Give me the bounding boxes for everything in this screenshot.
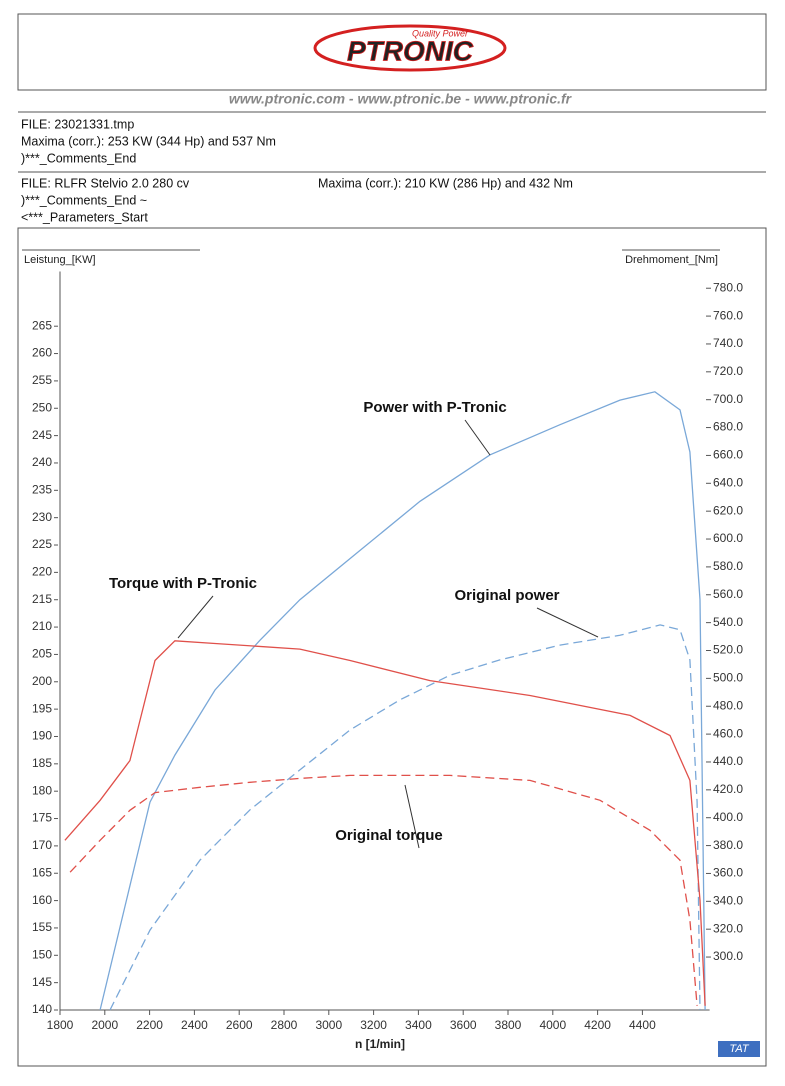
y-tick-label: 185 <box>32 756 52 770</box>
x-tick-label: 3400 <box>405 1018 432 1032</box>
y2-tick-label: 520.0 <box>713 643 743 657</box>
annotation: Power with P-Tronic <box>363 399 506 416</box>
y2-tick-label: 460.0 <box>713 726 743 740</box>
y2-tick-label: 680.0 <box>713 420 743 434</box>
x-tick-label: 4400 <box>629 1018 656 1032</box>
y2-tick-label: 500.0 <box>713 671 743 685</box>
file-line: Maxima (corr.): 253 KW (344 Hp) and 537 … <box>21 134 276 148</box>
y2-tick-label: 660.0 <box>713 448 743 462</box>
y-tick-label: 195 <box>32 701 52 715</box>
file-line: )***_Comments_End ~ <box>21 193 147 207</box>
y2-tick-label: 400.0 <box>713 810 743 824</box>
y-tick-label: 140 <box>32 1002 52 1016</box>
y2-tick-label: 760.0 <box>713 308 743 322</box>
x-tick-label: 2200 <box>136 1018 163 1032</box>
annotation: Original power <box>454 587 559 604</box>
file-line: FILE: RLFR Stelvio 2.0 280 cv <box>21 176 190 190</box>
y2-tick-label: 420.0 <box>713 782 743 796</box>
y-tick-label: 210 <box>32 619 52 633</box>
y2-tick-label: 300.0 <box>713 949 743 963</box>
y2-tick-label: 320.0 <box>713 921 743 935</box>
annotation: Torque with P-Tronic <box>109 575 257 592</box>
y2-tick-label: 480.0 <box>713 698 743 712</box>
y-tick-label: 155 <box>32 920 52 934</box>
annotation-leader <box>177 595 214 639</box>
y-tick-label: 205 <box>32 647 52 661</box>
x-tick-label: 3000 <box>315 1018 342 1032</box>
y-tick-label: 180 <box>32 783 52 797</box>
y-tick-label: 265 <box>32 318 52 332</box>
y-tick-label: 160 <box>32 893 52 907</box>
y2-tick-label: 780.0 <box>713 280 743 294</box>
y-tick-label: 175 <box>32 811 52 825</box>
y2-tick-label: 720.0 <box>713 364 743 378</box>
series-line <box>69 774 698 1006</box>
file-line: Maxima (corr.): 210 KW (286 Hp) and 432 … <box>318 176 573 190</box>
y-tick-label: 220 <box>32 565 52 579</box>
x-tick-label: 4000 <box>539 1018 566 1032</box>
y-tick-label: 250 <box>32 400 52 414</box>
y2-tick-label: 380.0 <box>713 838 743 852</box>
badge-box <box>718 1041 760 1057</box>
y2-axis-label: Drehmoment_[Nm] <box>625 254 718 266</box>
x-tick-label: 3800 <box>495 1018 522 1032</box>
x-tick-label: 1800 <box>47 1018 74 1032</box>
y2-tick-label: 620.0 <box>713 503 743 517</box>
file-line: )***_Comments_End <box>21 151 136 165</box>
y2-tick-label: 560.0 <box>713 587 743 601</box>
y2-tick-label: 540.0 <box>713 615 743 629</box>
x-axis-label: n [1/min] <box>355 1037 405 1051</box>
plot: 140 145 150 155 160 165 170 175 180 185 190 195 200 2… <box>32 271 743 1032</box>
logo: PTRONIC <box>347 35 474 66</box>
header-box <box>17 13 767 91</box>
y2-tick-label: 700.0 <box>713 392 743 406</box>
x-tick-label: 4200 <box>584 1018 611 1032</box>
y-tick-label: 190 <box>32 729 52 743</box>
annotation: Original torque <box>335 827 443 844</box>
x-tick-label: 2400 <box>181 1018 208 1032</box>
y-tick-label: 200 <box>32 674 52 688</box>
y-tick-label: 170 <box>32 838 52 852</box>
y-tick-label: 245 <box>32 428 52 442</box>
x-tick-label: 2800 <box>271 1018 298 1032</box>
y-tick-label: 240 <box>32 455 52 469</box>
series-line <box>99 391 706 1011</box>
series-line <box>64 640 706 1006</box>
y-tick-label: 165 <box>32 865 52 879</box>
tagline: Quality Power <box>412 28 469 38</box>
y2-tick-label: 740.0 <box>713 336 743 350</box>
y2-tick-label: 360.0 <box>713 866 743 880</box>
y-tick-label: 150 <box>32 947 52 961</box>
x-tick-label: 3200 <box>360 1018 387 1032</box>
x-tick-label: 3600 <box>450 1018 477 1032</box>
series-line <box>109 624 701 1011</box>
annotation-leader <box>404 784 420 849</box>
y-axis-label: Leistung_[KW] <box>24 254 96 266</box>
y-tick-label: 235 <box>32 482 52 496</box>
y2-tick-label: 340.0 <box>713 893 743 907</box>
y2-tick-label: 640.0 <box>713 475 743 489</box>
y2-tick-label: 440.0 <box>713 754 743 768</box>
annotation-leader <box>464 419 491 456</box>
x-tick-label: 2600 <box>226 1018 253 1032</box>
y2-tick-label: 580.0 <box>713 559 743 573</box>
websites: www.ptronic.com - www.ptronic.be - www.p… <box>229 91 573 107</box>
y-tick-label: 255 <box>32 373 52 387</box>
file-line: <***_Parameters_Start <box>21 210 148 224</box>
y2-tick-label: 600.0 <box>713 531 743 545</box>
chart-frame <box>17 227 767 1067</box>
file-line: FILE: 23021331.tmp <box>21 117 134 131</box>
y-tick-label: 225 <box>32 537 52 551</box>
y-tick-label: 145 <box>32 975 52 989</box>
y-tick-label: 230 <box>32 510 52 524</box>
logo-swoosh <box>313 24 507 72</box>
badge: TAT <box>729 1043 749 1055</box>
y-tick-label: 260 <box>32 346 52 360</box>
annotation-leader <box>536 607 599 638</box>
y-tick-label: 215 <box>32 592 52 606</box>
x-tick-label: 2000 <box>91 1018 118 1032</box>
